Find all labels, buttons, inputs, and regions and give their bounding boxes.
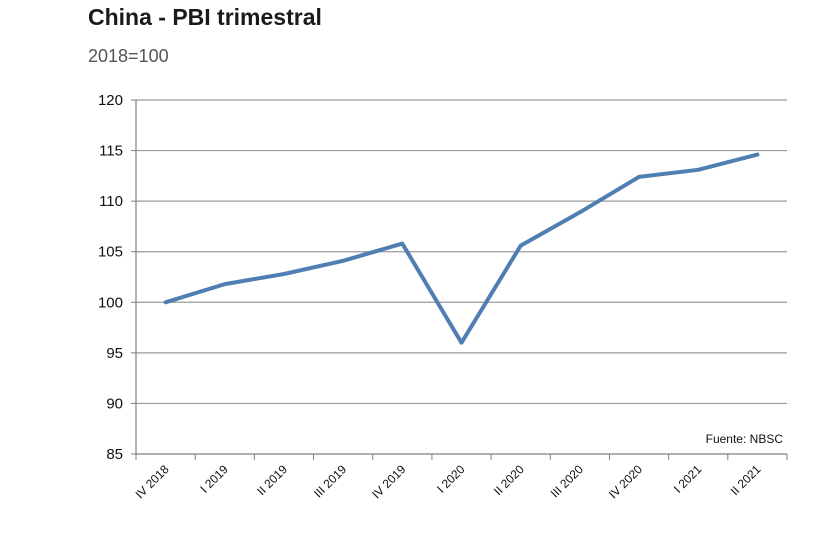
x-tick-label: I 2019: [197, 462, 231, 496]
x-tick-label: II 2019: [254, 462, 290, 498]
x-tick-label: III 2020: [548, 462, 586, 500]
data-point: [578, 210, 582, 214]
data-point: [755, 153, 759, 157]
x-tick-label: II 2021: [728, 462, 764, 498]
data-point: [400, 242, 404, 246]
series-lines: [163, 152, 760, 345]
x-tick-label: IV 2019: [369, 462, 408, 501]
data-point: [341, 259, 345, 263]
x-tick-label: III 2019: [311, 462, 349, 500]
x-tick-label: IV 2018: [133, 462, 172, 501]
gridlines: [131, 99, 787, 455]
source-note: Fuente: NBSC: [706, 432, 784, 446]
y-tick-label: 90: [106, 395, 123, 412]
data-point: [696, 168, 700, 172]
y-axis-ticks: 85 90 95 100 105 110 115 120: [98, 92, 123, 463]
x-axis: [135, 100, 788, 460]
y-tick-label: 110: [99, 193, 123, 210]
data-point: [164, 300, 168, 304]
y-tick-label: 105: [98, 244, 123, 261]
x-tick-label: I 2020: [434, 462, 468, 496]
y-tick-label: 115: [99, 143, 123, 160]
chart-title: China - PBI trimestral: [88, 4, 322, 30]
data-point: [282, 272, 286, 276]
x-tick-label: II 2020: [491, 462, 527, 498]
series-line: [163, 152, 760, 345]
data-point: [223, 282, 227, 286]
x-axis-ticks: IV 2018 I 2019 II 2019 III 2019 IV 2019 I 202…: [133, 462, 764, 501]
chart-subtitle: 2018=100: [88, 46, 169, 66]
x-tick-label: IV 2020: [606, 462, 645, 501]
y-tick-label: 95: [106, 345, 123, 362]
y-tick-label: 120: [98, 92, 123, 109]
data-point: [637, 175, 641, 179]
y-tick-label: 100: [98, 294, 123, 311]
x-tick-label: I 2021: [671, 462, 705, 496]
data-point: [460, 341, 463, 345]
data-point: [519, 244, 523, 248]
y-tick-label: 85: [106, 446, 123, 463]
